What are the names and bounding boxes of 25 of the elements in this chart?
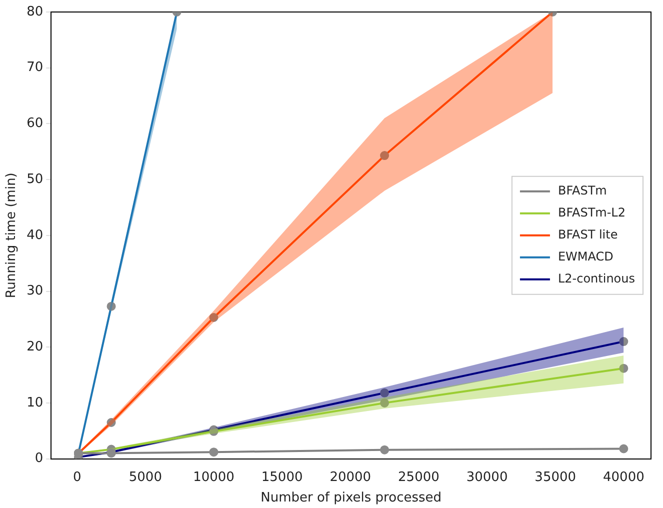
x-tick-label: 35000 xyxy=(534,470,576,485)
y-tick-label: 30 xyxy=(26,284,44,299)
y-tick-label: 10 xyxy=(26,395,44,410)
y-tick-label: 50 xyxy=(26,172,44,187)
x-tick-label: 20000 xyxy=(330,470,372,485)
x-axis-title: Number of pixels processed xyxy=(260,490,442,506)
y-tick-label: 80 xyxy=(26,4,44,20)
legend-label: BFAST lite xyxy=(558,228,618,242)
y-tick-label: 20 xyxy=(26,339,44,354)
legend-label: BFASTm-L2 xyxy=(558,206,626,220)
x-tick-label: 0 xyxy=(72,470,82,485)
legend-label: BFASTm xyxy=(558,184,607,198)
x-tick-label: 5000 xyxy=(128,470,162,485)
legend-label: EWMACD xyxy=(558,250,614,264)
y-axis-title: Running time (min) xyxy=(4,172,20,298)
x-tick-label: 10000 xyxy=(193,470,234,485)
x-tick-label: 25000 xyxy=(398,470,440,485)
y-tick-label: 60 xyxy=(26,116,44,132)
y-tick-label: 40 xyxy=(26,228,44,243)
x-tick-label: 15000 xyxy=(261,470,303,485)
y-tick-label: 70 xyxy=(26,60,44,76)
y-tick-label: 0 xyxy=(34,451,44,466)
x-tick-label: 30000 xyxy=(466,470,508,485)
x-tick-label: 40000 xyxy=(602,470,644,485)
legend-label: L2-continous xyxy=(558,272,636,286)
